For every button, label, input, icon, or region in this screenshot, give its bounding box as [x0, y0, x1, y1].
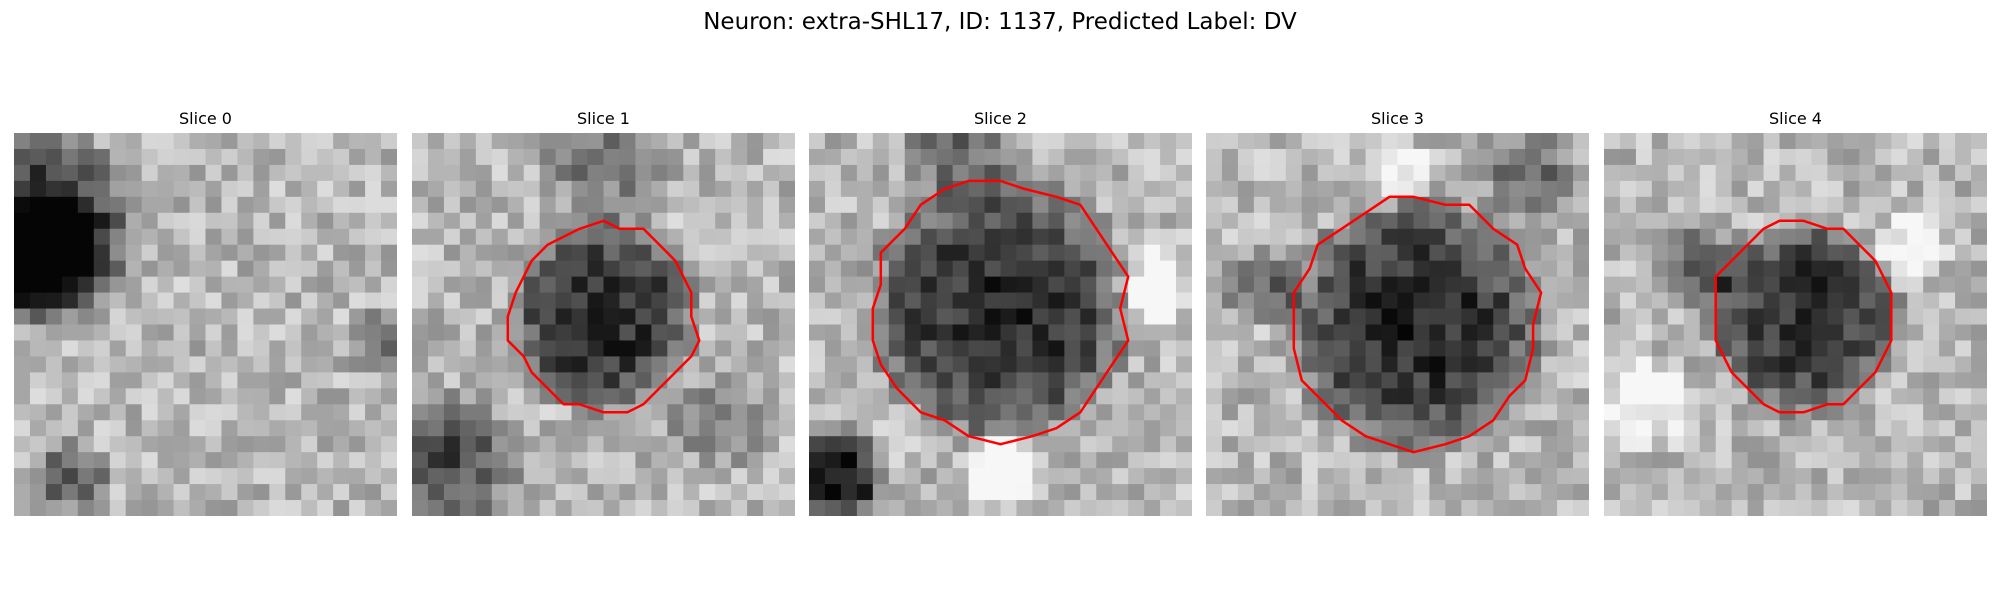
slice-image-svg [412, 133, 795, 516]
slice-image-svg [1604, 133, 1987, 516]
figure-title: Neuron: extra-SHL17, ID: 1137, Predicted… [703, 9, 1297, 35]
slice-title: Slice 0 [179, 109, 232, 128]
slice-title: Slice 2 [974, 109, 1027, 128]
cell-contour [1292, 195, 1543, 454]
slice-image-2 [809, 133, 1192, 516]
slice-image-0 [14, 133, 397, 516]
cell-contour [1714, 219, 1893, 414]
slice-image-4 [1604, 133, 1987, 516]
cell-contour [506, 219, 701, 414]
slice-image-3 [1206, 133, 1589, 516]
slice-image-svg [14, 133, 397, 516]
slice-title: Slice 4 [1769, 109, 1822, 128]
slice-image-1 [412, 133, 795, 516]
slice-image-svg [809, 133, 1192, 516]
cell-contour [871, 179, 1130, 446]
slice-title: Slice 1 [577, 109, 630, 128]
slice-title: Slice 3 [1371, 109, 1424, 128]
slice-image-svg [1206, 133, 1589, 516]
